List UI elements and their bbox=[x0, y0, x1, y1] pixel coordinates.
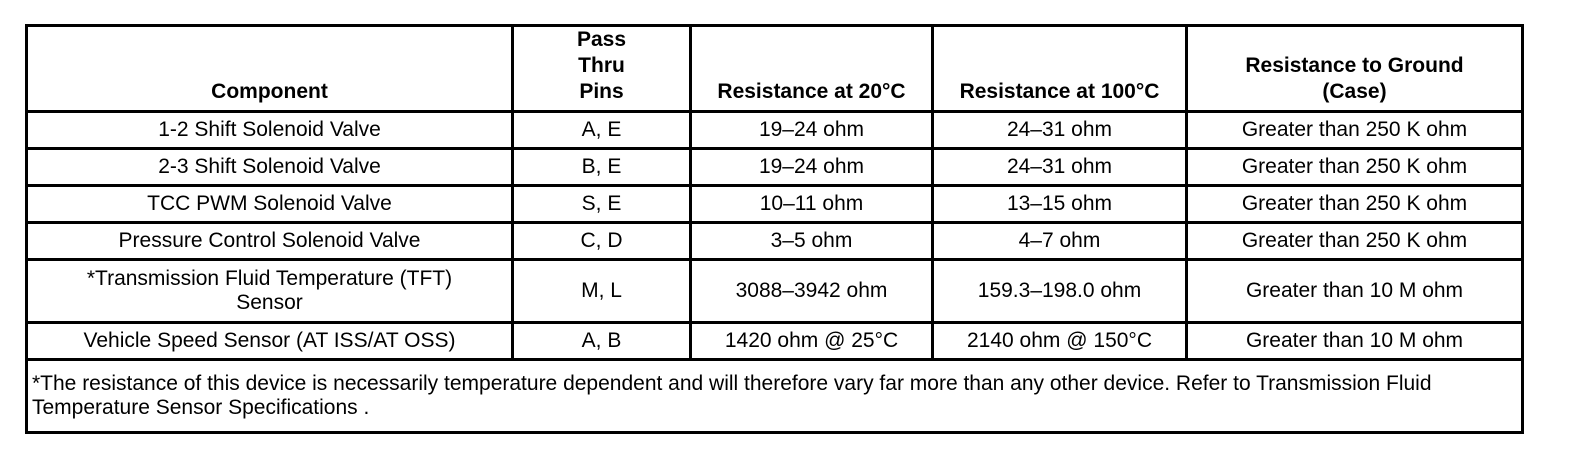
cell-resistance-100c: 2140 ohm @ 150°C bbox=[931, 321, 1188, 361]
header-resistance-20c: Resistance at 20°C bbox=[689, 24, 934, 113]
header-component: Component bbox=[25, 24, 514, 113]
table-row: *Transmission Fluid Temperature (TFT) Se… bbox=[25, 258, 1524, 324]
cell-resistance-20c: 19–24 ohm bbox=[689, 110, 934, 150]
cell-resistance-20c: 19–24 ohm bbox=[689, 147, 934, 187]
cell-component: Pressure Control Solenoid Valve bbox=[25, 221, 514, 261]
header-pass-thru-pins: Pass Thru Pins bbox=[511, 24, 692, 113]
cell-resistance-ground: Greater than 10 M ohm bbox=[1185, 321, 1524, 361]
table-row: Pressure Control Solenoid Valve C, D 3–5… bbox=[25, 221, 1524, 261]
cell-pins: C, D bbox=[511, 221, 692, 261]
cell-resistance-100c: 159.3–198.0 ohm bbox=[931, 258, 1188, 324]
cell-resistance-100c: 24–31 ohm bbox=[931, 110, 1188, 150]
header-row: Component Pass Thru Pins Resistance at 2… bbox=[25, 24, 1524, 113]
cell-component: 2-3 Shift Solenoid Valve bbox=[25, 147, 514, 187]
cell-resistance-20c: 3088–3942 ohm bbox=[689, 258, 934, 324]
cell-resistance-ground: Greater than 250 K ohm bbox=[1185, 147, 1524, 187]
header-resistance-100c: Resistance at 100°C bbox=[931, 24, 1188, 113]
cell-resistance-100c: 4–7 ohm bbox=[931, 221, 1188, 261]
cell-component: Vehicle Speed Sensor (AT ISS/AT OSS) bbox=[25, 321, 514, 361]
cell-pins: M, L bbox=[511, 258, 692, 324]
cell-resistance-ground: Greater than 250 K ohm bbox=[1185, 184, 1524, 224]
cell-component: *Transmission Fluid Temperature (TFT) Se… bbox=[25, 258, 514, 324]
table-row: Vehicle Speed Sensor (AT ISS/AT OSS) A, … bbox=[25, 321, 1524, 361]
table-row: 1-2 Shift Solenoid Valve A, E 19–24 ohm … bbox=[25, 110, 1524, 150]
footnote-row: *The resistance of this device is necess… bbox=[25, 358, 1524, 434]
cell-resistance-20c: 3–5 ohm bbox=[689, 221, 934, 261]
footnote: *The resistance of this device is necess… bbox=[25, 358, 1524, 434]
cell-resistance-20c: 1420 ohm @ 25°C bbox=[689, 321, 934, 361]
header-resistance-ground: Resistance to Ground (Case) bbox=[1185, 24, 1524, 113]
cell-pins: B, E bbox=[511, 147, 692, 187]
cell-resistance-ground: Greater than 10 M ohm bbox=[1185, 258, 1524, 324]
cell-component: TCC PWM Solenoid Valve bbox=[25, 184, 514, 224]
cell-resistance-100c: 24–31 ohm bbox=[931, 147, 1188, 187]
cell-pins: S, E bbox=[511, 184, 692, 224]
cell-pins: A, E bbox=[511, 110, 692, 150]
resistance-spec-table: Component Pass Thru Pins Resistance at 2… bbox=[25, 24, 1524, 434]
cell-resistance-20c: 10–11 ohm bbox=[689, 184, 934, 224]
table-row: 2-3 Shift Solenoid Valve B, E 19–24 ohm … bbox=[25, 147, 1524, 187]
cell-resistance-100c: 13–15 ohm bbox=[931, 184, 1188, 224]
cell-resistance-ground: Greater than 250 K ohm bbox=[1185, 110, 1524, 150]
cell-component: 1-2 Shift Solenoid Valve bbox=[25, 110, 514, 150]
cell-resistance-ground: Greater than 250 K ohm bbox=[1185, 221, 1524, 261]
table-row: TCC PWM Solenoid Valve S, E 10–11 ohm 13… bbox=[25, 184, 1524, 224]
cell-pins: A, B bbox=[511, 321, 692, 361]
